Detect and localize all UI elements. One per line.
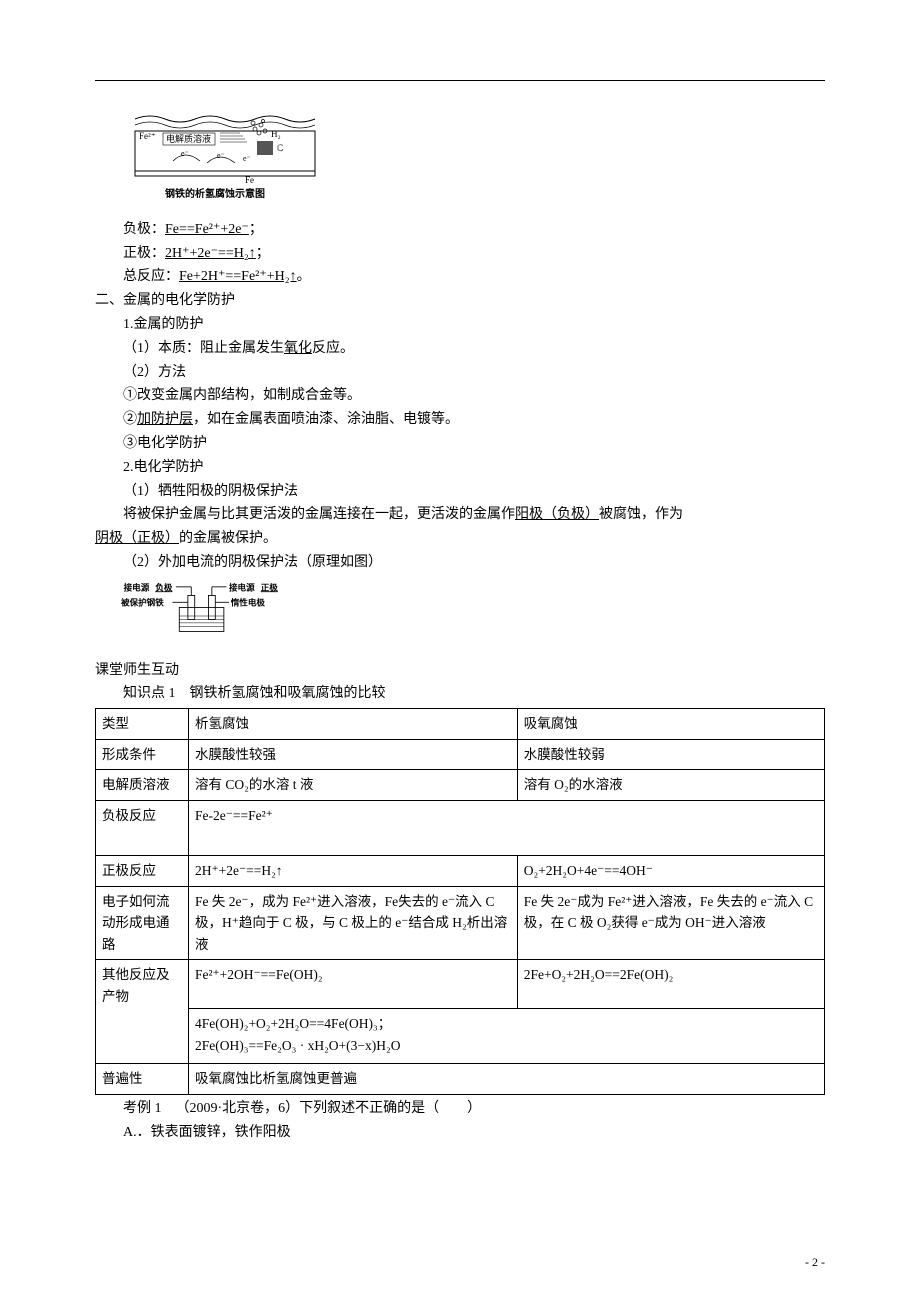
top-rule [95, 80, 825, 81]
hydrogen-corrosion-diagram: Fe²⁺ 电解质溶液 H₂ C e⁻ e⁻ e⁻ Fe 钢铁的析氢腐蚀示意图 [125, 111, 325, 201]
svg-text:e⁻: e⁻ [181, 149, 189, 158]
positive-electrode-eq: 正极：2H⁺+2e⁻==H₂↑； [123, 242, 825, 266]
cell: 普遍性 [96, 1064, 189, 1095]
cell: 2H⁺+2e⁻==H₂↑ [189, 855, 518, 886]
cell: 吸氧腐蚀比析氢腐蚀更普遍 [189, 1064, 825, 1095]
table-row: 负极反应 Fe-2e⁻==Fe²⁺ [96, 800, 825, 855]
svg-text:e⁻: e⁻ [243, 154, 251, 163]
svg-text:Fe²⁺: Fe²⁺ [139, 131, 156, 141]
comparison-table: 类型 析氢腐蚀 吸氧腐蚀 形成条件 水膜酸性较强 水膜酸性较弱 电解质溶液 溶有… [95, 708, 825, 1095]
page-number: - 2 - [805, 1252, 825, 1272]
table-row: 正极反应 2H⁺+2e⁻==H₂↑ O₂+2H₂O+4e⁻==4OH⁻ [96, 855, 825, 886]
svg-text:C: C [277, 143, 283, 153]
table-row: 电解质溶液 溶有 CO₂的水溶 t 液 溶有 O₂的水溶液 [96, 770, 825, 801]
table-row: 类型 析氢腐蚀 吸氧腐蚀 [96, 709, 825, 740]
cell: 形成条件 [96, 739, 189, 770]
cell: 水膜酸性较弱 [517, 739, 824, 770]
section-2-title: 二、金属的电化学防护 [95, 289, 825, 313]
cell: Fe²⁺+2OH⁻==Fe(OH)₂ [189, 960, 518, 1009]
svg-text:Fe: Fe [245, 175, 254, 185]
sub-2-2: （2）外加电流的阴极保护法（原理如图） [123, 551, 825, 575]
cell: 溶有 O₂的水溶液 [517, 770, 824, 801]
cell: 水膜酸性较强 [189, 739, 518, 770]
cell: 电解质溶液 [96, 770, 189, 801]
cell: Fe 失 2e⁻，成为 Fe²⁺进入溶液，Fe失去的 e⁻流入 C 极，H⁺趋向… [189, 886, 518, 960]
total-reaction-eq: 总反应：Fe+2H⁺==Fe²⁺+H₂↑。 [123, 265, 825, 289]
sub-1-1: （1）本质：阻止金属发生氧化反应。 [123, 337, 825, 361]
cell: 其他反应及产物 [96, 960, 189, 1064]
svg-text:H₂: H₂ [271, 129, 281, 139]
svg-text:钢铁的析氢腐蚀示意图: 钢铁的析氢腐蚀示意图 [165, 187, 265, 200]
table-row: 普遍性 吸氧腐蚀比析氢腐蚀更普遍 [96, 1064, 825, 1095]
classroom-title: 课堂师生互动 [95, 659, 825, 683]
svg-text:惰性电极: 惰性电极 [231, 596, 266, 607]
sub-1-2: （2）方法 [123, 361, 825, 385]
svg-text:电解质溶液: 电解质溶液 [166, 133, 211, 144]
method-3: ③电化学防护 [123, 432, 825, 456]
protection-para-2: 阴极（正极）的金属被保护。 [95, 527, 825, 551]
table-row: 4Fe(OH)₂+O₂+2H₂O==4Fe(OH)₃； 2Fe(OH)₃==Fe… [96, 1009, 825, 1064]
cell: 溶有 CO₂的水溶 t 液 [189, 770, 518, 801]
cell: O₂+2H₂O+4e⁻==4OH⁻ [517, 855, 824, 886]
cell: 负极反应 [96, 800, 189, 855]
external-current-protection-diagram: 接电源 负极 接电源 正极 被保护钢铁 惰性电极 [115, 580, 295, 640]
cell: 类型 [96, 709, 189, 740]
svg-text:接电源: 接电源 [124, 581, 150, 592]
cell: Fe 失 2e⁻成为 Fe²⁺进入溶液，Fe 失去的 e⁻流入 C 极，在 C … [517, 886, 824, 960]
sub-1: 1.金属的防护 [123, 313, 825, 337]
cell: 正极反应 [96, 855, 189, 886]
cell: 4Fe(OH)₂+O₂+2H₂O==4Fe(OH)₃； 2Fe(OH)₃==Fe… [189, 1009, 825, 1064]
svg-text:正极: 正极 [261, 581, 279, 592]
cell: 析氢腐蚀 [189, 709, 518, 740]
cell: 2Fe+O₂+2H₂O==2Fe(OH)₂ [517, 960, 824, 1009]
method-2: ②加防护层，如在金属表面喷油漆、涂油脂、电镀等。 [123, 408, 825, 432]
svg-text:接电源: 接电源 [229, 581, 255, 592]
cell: 吸氧腐蚀 [517, 709, 824, 740]
cell: 电子如何流动形成电通路 [96, 886, 189, 960]
svg-text:被保护钢铁: 被保护钢铁 [121, 596, 164, 607]
sub-2: 2.电化学防护 [123, 456, 825, 480]
table-row: 电子如何流动形成电通路 Fe 失 2e⁻，成为 Fe²⁺进入溶液，Fe失去的 e… [96, 886, 825, 960]
method-1: ①改变金属内部结构，如制成合金等。 [123, 384, 825, 408]
negative-electrode-eq: 负极：Fe==Fe²⁺+2e⁻； [123, 218, 825, 242]
table-row: 其他反应及产物 Fe²⁺+2OH⁻==Fe(OH)₂ 2Fe+O₂+2H₂O==… [96, 960, 825, 1009]
knowledge-point-1: 知识点 1 钢铁析氢腐蚀和吸氧腐蚀的比较 [123, 682, 825, 706]
cell: Fe-2e⁻==Fe²⁺ [189, 800, 825, 855]
option-a: A.．铁表面镀锌，铁作阳极 [123, 1121, 825, 1145]
svg-text:负极: 负极 [155, 581, 173, 592]
protection-para-1: 将被保护金属与比其更活泼的金属连接在一起，更活泼的金属作阳极（负极）被腐蚀，作为 [123, 503, 825, 527]
sub-2-1: （1）牺牲阳极的阴极保护法 [123, 480, 825, 504]
table-row: 形成条件 水膜酸性较强 水膜酸性较弱 [96, 739, 825, 770]
example-1: 考例 1 （2009·北京卷，6）下列叙述不正确的是（ ） [123, 1097, 825, 1121]
svg-text:e⁻: e⁻ [217, 151, 225, 160]
